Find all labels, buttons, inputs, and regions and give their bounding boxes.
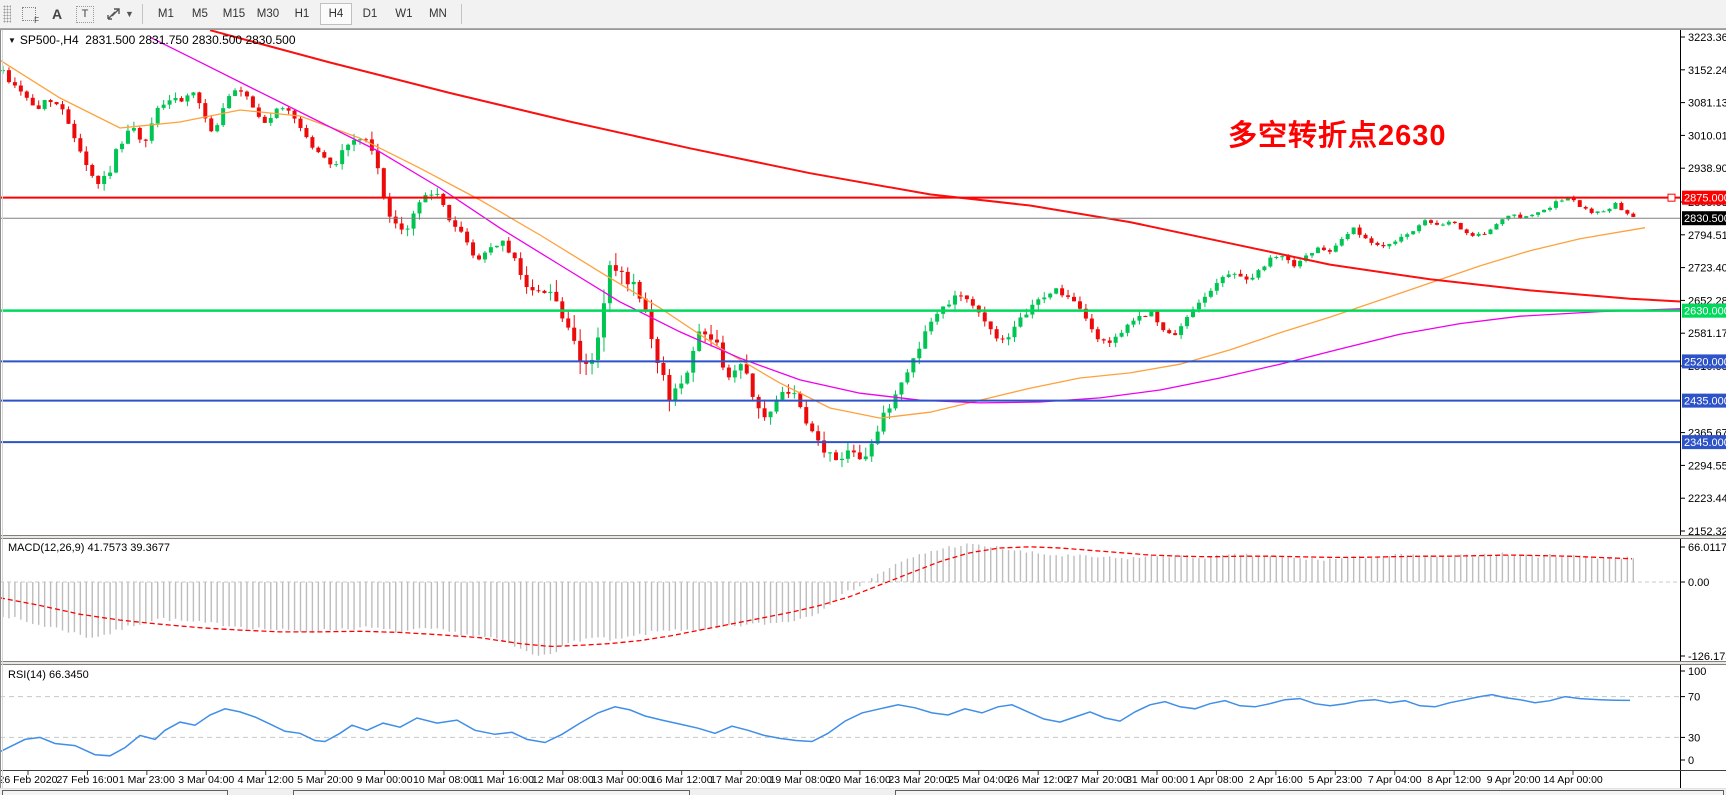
macd-indicator-label: MACD(12,26,9) 41.7573 39.3677 (8, 542, 171, 554)
price-axis-label: 3010.015 (1688, 130, 1726, 142)
toolbar-separator (141, 4, 143, 24)
rsi-axis-label: 100 (1688, 666, 1706, 678)
current-price-label: 2830.500 (1684, 213, 1726, 225)
candlesticks (1, 65, 1636, 468)
toolbar: F A T ▼ M1 M5 M15 M30 H1 H4 D1 W1 MN (0, 0, 1726, 29)
date-label: 20 Mar 16:00 (829, 774, 891, 786)
date-label: 26 Feb 2020 (0, 774, 58, 786)
timeframe-M1[interactable]: M1 (157, 8, 174, 20)
rsi-axis-label: 30 (1688, 732, 1700, 744)
date-label: 26 Mar 12:00 (1007, 774, 1069, 786)
ma-mid-magenta (149, 36, 1681, 404)
price-line-label: 2435.000 (1684, 396, 1726, 408)
date-label: 2 Apr 16:00 (1249, 774, 1303, 786)
price-axis-label: 2794.515 (1688, 230, 1726, 242)
date-label: 19 Mar 08:00 (770, 774, 832, 786)
date-label: 10 Mar 08:00 (413, 774, 475, 786)
date-label: 27 Feb 16:00 (56, 774, 118, 786)
price-axis-label: 3152.245 (1688, 65, 1726, 77)
date-label: 14 Apr 00:00 (1543, 774, 1603, 786)
date-label: 17 Mar 20:00 (710, 774, 772, 786)
rsi-line (0, 693, 1631, 757)
date-label: 31 Mar 00:00 (1126, 774, 1188, 786)
grid-f-icon[interactable]: F (16, 2, 42, 26)
rsi-panel (0, 693, 1680, 757)
price-axis-label: 2938.900 (1688, 163, 1726, 175)
rsi-axis-label: 0 (1688, 755, 1694, 767)
price-line-label: 2345.000 (1684, 437, 1726, 449)
timeframe-H4[interactable]: H4 (319, 3, 352, 25)
toolbar-drag-handle[interactable] (3, 5, 11, 23)
price-line-handle[interactable] (1667, 193, 1676, 202)
date-label: 1 Mar 23:00 (119, 774, 175, 786)
horizontal-price-lines[interactable] (0, 193, 1680, 444)
price-axis-label: 3223.360 (1688, 32, 1726, 44)
timeframe-MN[interactable]: MN (428, 8, 447, 20)
timeframe-group: M1 M5 M15 M30 H1 H4 D1 W1 MN (149, 3, 455, 25)
toolbar-separator-right (460, 4, 462, 24)
timeframe-W1[interactable]: W1 (395, 8, 413, 20)
taskbar-segment[interactable] (2, 790, 228, 795)
date-label: 9 Apr 20:00 (1487, 774, 1541, 786)
taskbar-segment[interactable] (293, 790, 690, 795)
date-label: 4 Mar 12:00 (238, 774, 294, 786)
date-label: 5 Mar 20:00 (297, 774, 353, 786)
price-axis: 3223.360 3152.245 3081.130 3010.015 2938.900… (1680, 30, 1726, 788)
main-price-panel (0, 29, 1681, 468)
date-label: 13 Mar 00:00 (591, 774, 653, 786)
rsi-indicator-label: RSI(14) 66.3450 (8, 669, 89, 681)
date-label: 9 Mar 00:00 (357, 774, 413, 786)
price-axis-label: 2294.555 (1688, 460, 1726, 472)
price-axis-label: 3081.130 (1688, 98, 1726, 110)
macd-axis-label: -126.173 (1688, 651, 1726, 663)
date-label: 1 Apr 08:00 (1190, 774, 1244, 786)
timeframe-M5[interactable]: M5 (191, 8, 208, 20)
price-axis-label: 2581.170 (1688, 328, 1726, 340)
grid-icon-box (22, 7, 36, 21)
date-label: 16 Mar 12:00 (651, 774, 713, 786)
date-label: 5 Apr 23:00 (1308, 774, 1362, 786)
price-line-label: 2875.000 (1684, 193, 1726, 205)
date-label: 3 Mar 04:00 (178, 774, 234, 786)
chart-title: ▼ SP500-,H4 2831.500 2831.750 2830.500 28… (8, 33, 296, 47)
date-label: 12 Mar 08:00 (532, 774, 594, 786)
timeframe-H1[interactable]: H1 (294, 8, 310, 20)
ma-fast-orange (0, 59, 1646, 419)
taskbar-segment[interactable] (895, 790, 1724, 795)
dropdown-triangle-icon[interactable]: ▼ (8, 36, 16, 45)
price-axis-label: 2723.400 (1688, 263, 1726, 275)
text-label-icon[interactable]: T (76, 5, 94, 23)
date-label: 23 Mar 20:00 (888, 774, 950, 786)
date-label: 7 Apr 04:00 (1368, 774, 1422, 786)
chart-title-text: SP500-,H4 2831.500 2831.750 2830.500 283… (19, 33, 296, 47)
macd-signal-line (0, 546, 1633, 648)
price-line-label: 2630.000 (1684, 306, 1726, 318)
date-label: 25 Mar 04:00 (948, 774, 1010, 786)
price-axis-label: 2223.440 (1688, 493, 1726, 505)
timeframe-M30[interactable]: M30 (256, 8, 280, 20)
font-icon[interactable]: A (51, 6, 63, 22)
dropdown-caret-icon[interactable]: ▼ (125, 9, 134, 19)
rsi-axis-label: 70 (1688, 692, 1700, 704)
arrows-icon-glyph (106, 8, 120, 20)
macd-panel (0, 543, 1680, 656)
macd-axis-label: 66.0117 (1688, 542, 1726, 554)
date-label: 8 Apr 12:00 (1427, 774, 1481, 786)
bottom-taskbar-strip (0, 788, 1726, 795)
date-label: 11 Mar 16:00 (473, 774, 534, 786)
chart-annotation[interactable]: 多空转折点2630 (1228, 120, 1447, 152)
price-line-label: 2520.000 (1684, 356, 1726, 368)
date-label: 27 Mar 20:00 (1067, 774, 1129, 786)
timeframe-D1[interactable]: D1 (362, 8, 378, 20)
arrows-icon[interactable] (100, 2, 126, 26)
macd-histogram (2, 543, 1635, 656)
timeframe-M15[interactable]: M15 (222, 8, 246, 20)
ma-slow-red (209, 29, 1681, 303)
macd-axis-label: 0.00 (1688, 577, 1709, 589)
grid-icon-letter: F (34, 16, 39, 25)
